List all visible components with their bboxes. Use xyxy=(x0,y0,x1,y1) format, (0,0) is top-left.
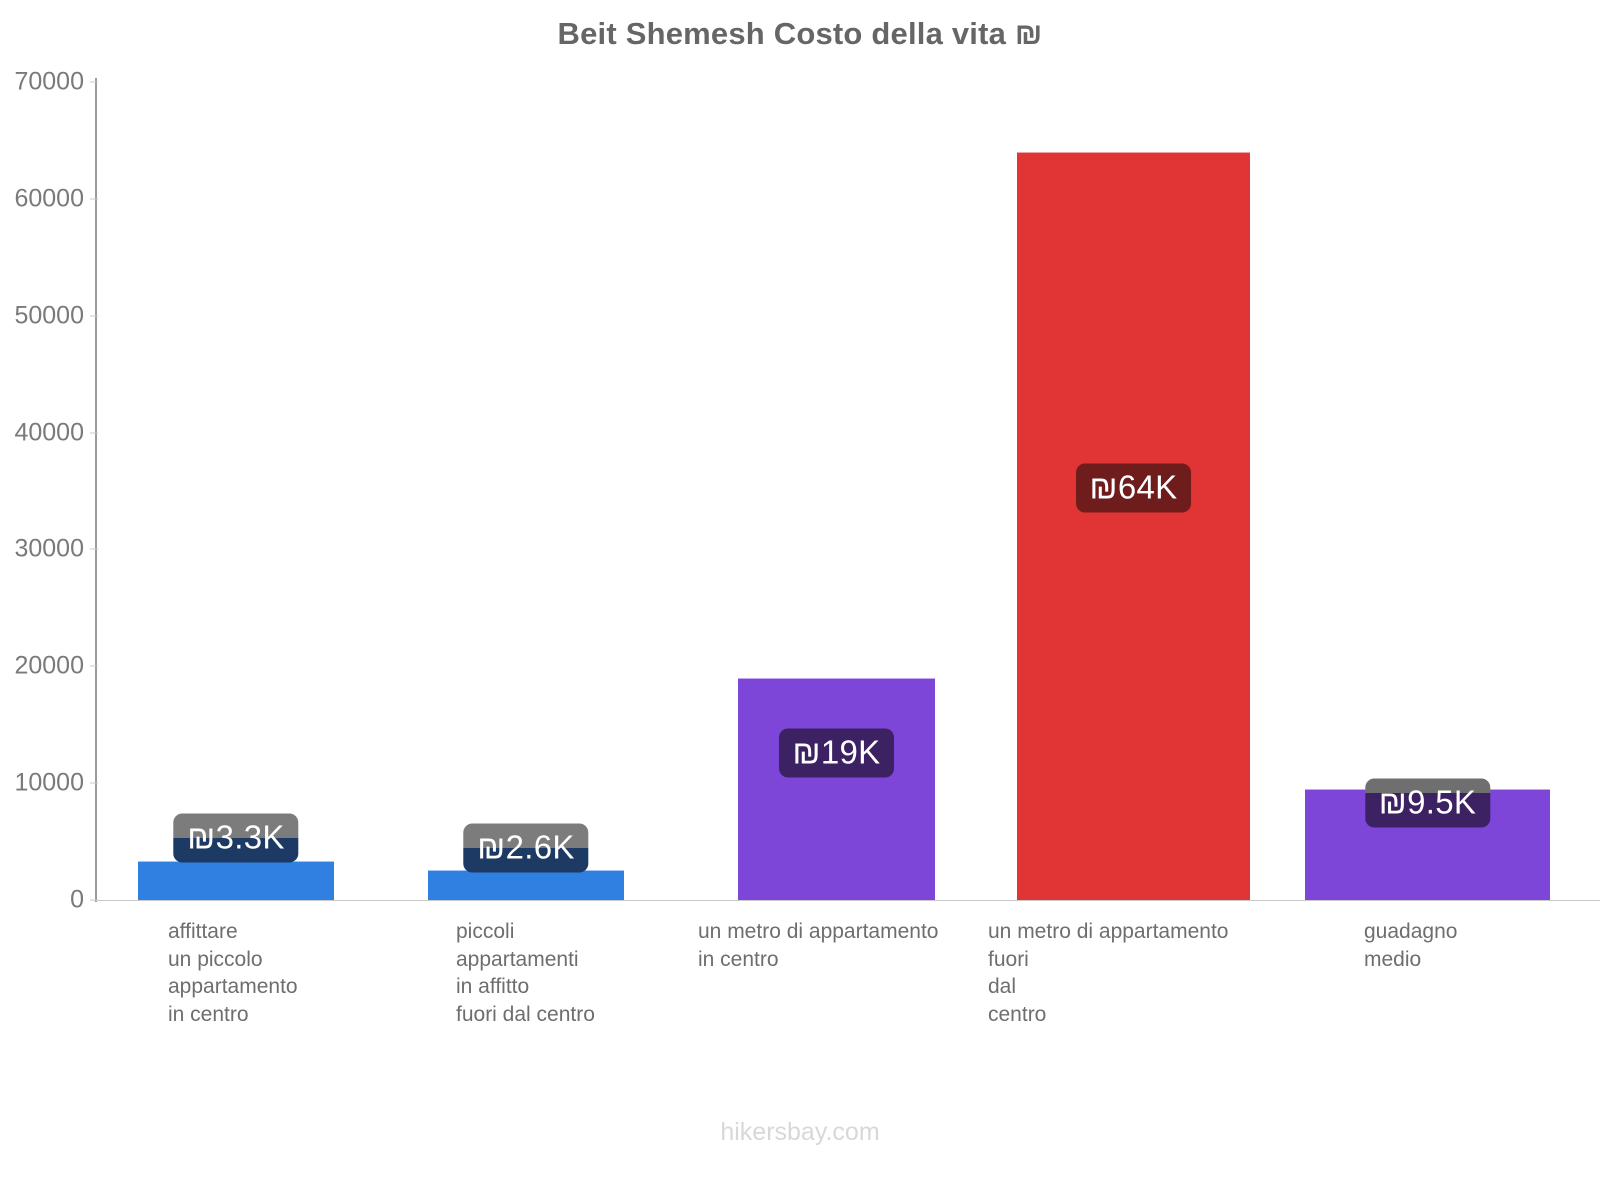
bar-value-badge: ₪19K xyxy=(778,728,895,778)
page-title: Beit Shemesh Costo della vita ₪ xyxy=(557,16,1043,51)
y-axis-tick-mark xyxy=(90,315,98,317)
watermark: hikersbay.com xyxy=(720,1118,880,1146)
y-axis-tick-label: 0 xyxy=(70,885,84,914)
y-axis-tick-label: 30000 xyxy=(14,534,84,563)
bar[interactable] xyxy=(1017,152,1250,900)
bar-value-badge: ₪9.5K xyxy=(1364,778,1491,828)
x-axis-category-label: guadagno medio xyxy=(1364,920,1458,971)
y-axis-tick-mark xyxy=(90,198,98,200)
y-axis-line xyxy=(95,78,97,902)
y-axis-tick-mark xyxy=(90,665,98,667)
bar-value-badge: ₪3.3K xyxy=(173,813,299,863)
y-axis-tick-mark xyxy=(90,548,98,550)
bar[interactable] xyxy=(138,861,334,900)
x-axis-category-label: un metro di appartamento in centro xyxy=(698,920,939,971)
y-axis-tick-label: 50000 xyxy=(14,301,84,330)
y-axis-tick-mark xyxy=(90,899,98,901)
y-axis-tick-mark xyxy=(90,432,98,434)
y-axis-tick-label: 40000 xyxy=(14,418,84,447)
x-axis-category-label: piccoli appartamenti in affitto fuori da… xyxy=(456,920,595,1027)
y-axis-tick-label: 20000 xyxy=(14,651,84,680)
bar-value-badge: ₪64K xyxy=(1075,463,1192,513)
y-axis-tick-label: 60000 xyxy=(14,184,84,213)
y-axis-tick-label: 70000 xyxy=(14,67,84,96)
y-axis-tick-mark xyxy=(90,81,98,83)
x-axis-category-label: affittare un piccolo appartamento in cen… xyxy=(168,920,298,1027)
bar[interactable] xyxy=(738,677,935,900)
y-axis-tick-label: 10000 xyxy=(14,768,84,797)
bar-value-badge: ₪2.6K xyxy=(463,823,589,873)
y-axis-tick-mark xyxy=(90,782,98,784)
x-axis-line xyxy=(96,900,1600,901)
bar[interactable] xyxy=(428,869,624,900)
x-axis-category-label: un metro di appartamento fuori dal centr… xyxy=(988,920,1229,1027)
